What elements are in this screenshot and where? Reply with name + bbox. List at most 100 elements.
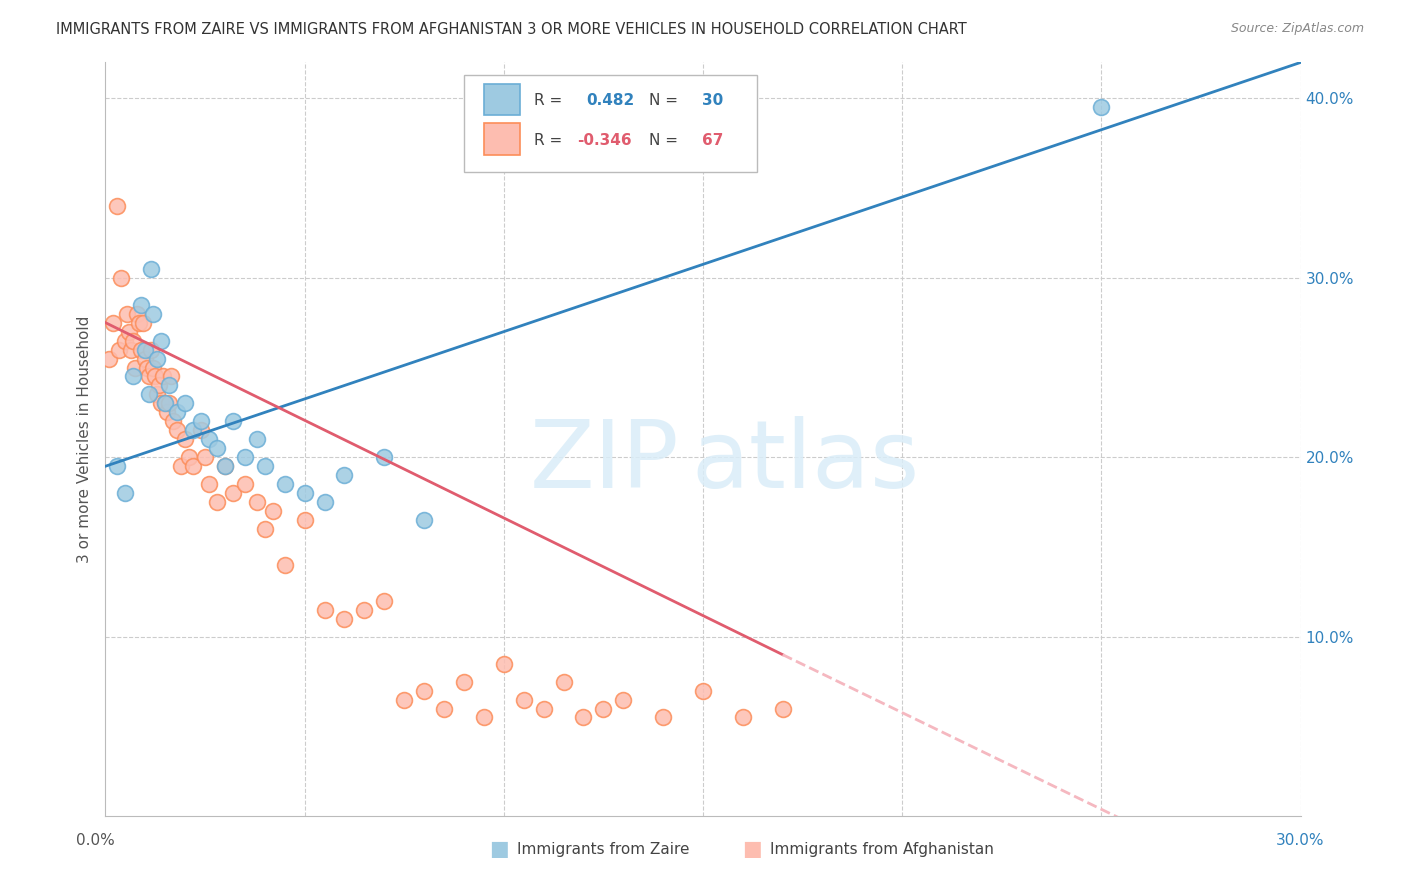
Point [198, 433, 221, 447]
Text: R =: R = [534, 93, 568, 108]
Text: Source: ZipAtlas.com: Source: ZipAtlas.com [1230, 22, 1364, 36]
Point [553, 674, 575, 689]
Point [353, 603, 375, 617]
FancyBboxPatch shape [484, 84, 520, 115]
Text: 0.482: 0.482 [586, 93, 634, 108]
Point [174, 396, 197, 410]
FancyBboxPatch shape [464, 75, 756, 172]
Point [181, 423, 204, 437]
Point [174, 433, 197, 447]
Point [153, 396, 177, 410]
Point [148, 378, 170, 392]
Point [314, 603, 336, 617]
Point [132, 316, 155, 330]
Text: N =: N = [650, 133, 683, 147]
Point [118, 325, 141, 339]
Point [273, 477, 295, 491]
Point [134, 351, 156, 366]
Point [129, 343, 153, 357]
Point [612, 692, 634, 706]
Point [108, 343, 131, 357]
Point [157, 378, 180, 392]
Text: ■: ■ [742, 839, 762, 859]
Point [214, 459, 236, 474]
Text: atlas: atlas [692, 416, 920, 508]
Point [190, 414, 212, 428]
Point [222, 414, 245, 428]
Point [333, 468, 356, 483]
Point [333, 612, 356, 626]
Point [592, 701, 614, 715]
Text: ■: ■ [489, 839, 509, 859]
Point [273, 558, 295, 572]
Point [141, 261, 163, 276]
Point [142, 307, 165, 321]
Point [1090, 100, 1112, 114]
Point [453, 674, 475, 689]
Point [177, 450, 201, 465]
Y-axis label: 3 or more Vehicles in Household: 3 or more Vehicles in Household [76, 316, 91, 563]
Point [150, 396, 173, 410]
Point [492, 657, 515, 671]
Text: 30.0%: 30.0% [1277, 833, 1324, 847]
Point [146, 351, 169, 366]
Point [146, 387, 169, 401]
Point [433, 701, 456, 715]
Point [157, 396, 180, 410]
Text: -0.346: -0.346 [578, 133, 633, 147]
Point [572, 710, 595, 724]
Point [150, 334, 173, 348]
Point [222, 486, 245, 500]
Point [153, 396, 177, 410]
Point [314, 495, 336, 509]
Point [731, 710, 754, 724]
Point [233, 477, 256, 491]
Point [98, 351, 121, 366]
Text: 0.0%: 0.0% [76, 833, 115, 847]
Point [253, 459, 276, 474]
Point [170, 459, 193, 474]
Text: 67: 67 [702, 133, 723, 147]
Point [246, 433, 269, 447]
Point [413, 683, 436, 698]
Text: ZIP: ZIP [530, 416, 679, 508]
Point [143, 369, 166, 384]
Point [129, 298, 153, 312]
Point [262, 504, 284, 518]
Point [472, 710, 495, 724]
Point [110, 270, 132, 285]
Point [692, 683, 714, 698]
Point [253, 522, 276, 536]
Point [107, 459, 129, 474]
Point [134, 343, 156, 357]
Point [533, 701, 555, 715]
Point [205, 495, 228, 509]
Point [294, 486, 316, 500]
Point [114, 486, 136, 500]
Point [166, 423, 188, 437]
Point [373, 594, 395, 608]
Point [198, 477, 221, 491]
Point [107, 199, 129, 213]
Point [373, 450, 395, 465]
Point [772, 701, 794, 715]
Text: Immigrants from Afghanistan: Immigrants from Afghanistan [770, 842, 994, 856]
Text: N =: N = [650, 93, 683, 108]
Text: 30: 30 [702, 93, 723, 108]
Point [413, 513, 436, 527]
Point [128, 316, 150, 330]
Point [138, 387, 160, 401]
Point [294, 513, 316, 527]
Point [138, 369, 160, 384]
FancyBboxPatch shape [484, 123, 520, 155]
Point [246, 495, 269, 509]
Point [166, 405, 188, 419]
Point [205, 442, 228, 456]
Point [233, 450, 256, 465]
Point [142, 360, 165, 375]
Point [652, 710, 675, 724]
Point [136, 360, 159, 375]
Text: Immigrants from Zaire: Immigrants from Zaire [517, 842, 690, 856]
Point [513, 692, 536, 706]
Point [124, 360, 146, 375]
